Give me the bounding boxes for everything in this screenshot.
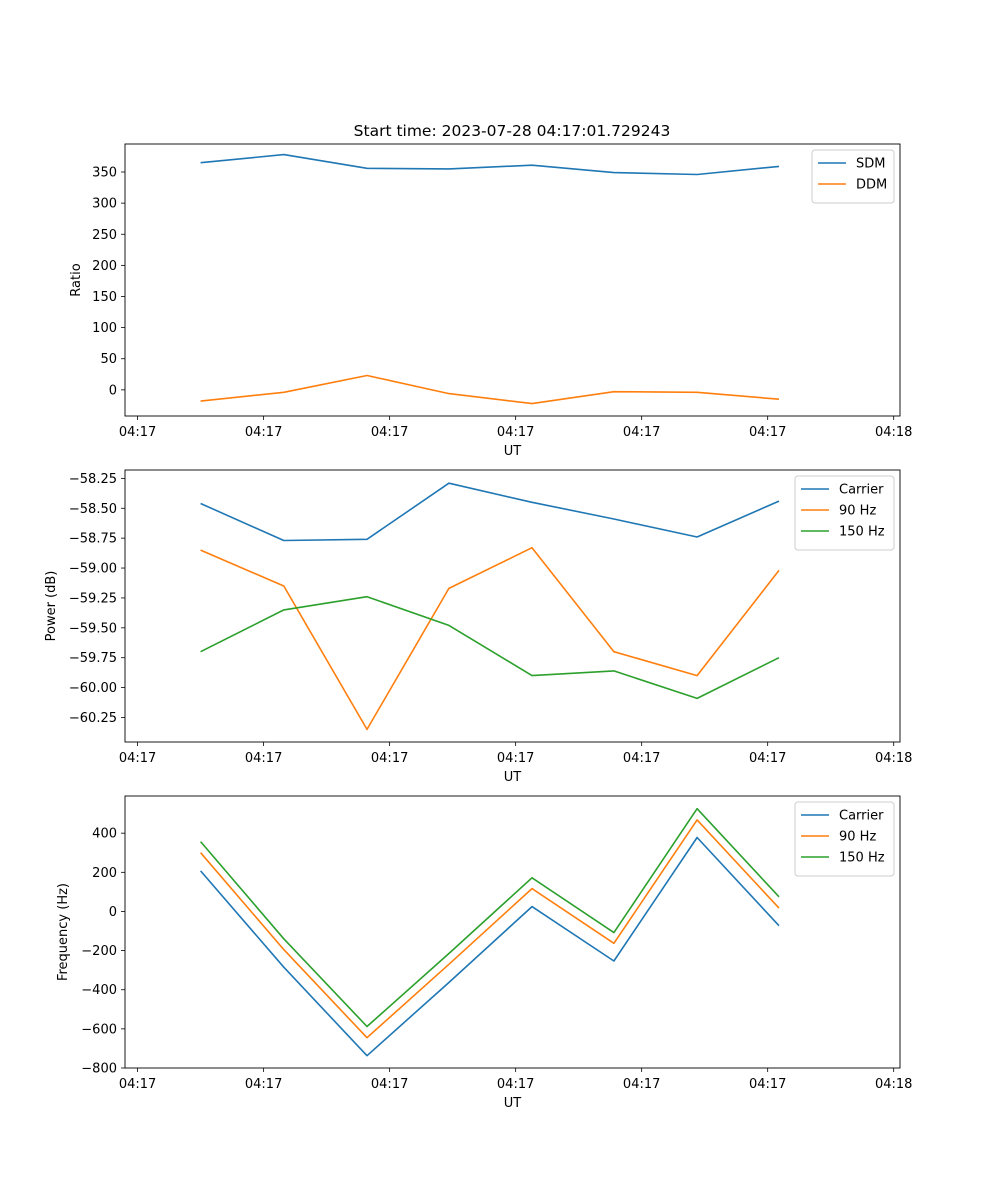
x-axis-label: UT xyxy=(504,444,522,459)
y-tick-label: 350 xyxy=(92,166,117,181)
x-tick-label: 04:17 xyxy=(119,425,156,440)
panel-1: 04:17 04:17 04:17 04:17 04:17 04:17 04:18 0 50 10… xyxy=(69,143,912,459)
y-tick-label: −60.25 xyxy=(69,711,117,726)
x-tick-label: 04:17 xyxy=(749,1077,786,1092)
y-tick-label: 300 xyxy=(92,197,117,212)
x-tick-label: 04:18 xyxy=(875,425,912,440)
y-tick-label: 100 xyxy=(92,321,117,336)
x-tick-label: 04:17 xyxy=(119,1077,156,1092)
y-tick-label: −59.50 xyxy=(69,621,117,636)
y-tick-label: 400 xyxy=(92,827,117,842)
x-axis-label: UT xyxy=(504,770,522,785)
x-axis-label: UT xyxy=(504,1096,522,1111)
legend-entry: 90 Hz xyxy=(839,504,876,519)
y-tick-label: 0 xyxy=(109,383,117,398)
legend-entry: SDM xyxy=(856,157,885,172)
panel-2: 04:17 04:17 04:17 04:17 04:17 04:17 04:18 −60.2… xyxy=(44,469,912,785)
y-tick-label: −58.75 xyxy=(69,532,117,547)
series-line-150-hz xyxy=(200,595,780,700)
series-line-ddm xyxy=(200,374,780,405)
y-tick-label: 150 xyxy=(92,290,117,305)
x-tick-label: 04:17 xyxy=(371,751,408,766)
y-tick-label: −400 xyxy=(81,983,117,998)
y-tick-label: −59.75 xyxy=(69,651,117,666)
y-tick-label: −60.00 xyxy=(69,681,117,696)
x-tick-label: 04:18 xyxy=(875,1077,912,1092)
y-tick-label: −58.50 xyxy=(69,502,117,517)
y-tick-label: −200 xyxy=(81,944,117,959)
x-tick-label: 04:17 xyxy=(497,425,534,440)
y-axis-label: Power (dB) xyxy=(44,571,59,642)
y-axis-label: Frequency (Hz) xyxy=(56,883,71,981)
x-tick-label: 04:17 xyxy=(623,425,660,440)
y-tick-label: −59.00 xyxy=(69,562,117,577)
x-tick-label: 04:17 xyxy=(245,425,282,440)
plot-frame xyxy=(124,795,901,1069)
legend-entry: Carrier xyxy=(839,809,884,824)
x-tick-label: 04:17 xyxy=(749,425,786,440)
legend-entry: 90 Hz xyxy=(839,830,876,845)
legend-entry: 150 Hz xyxy=(839,525,885,540)
legend: SDM DDM xyxy=(811,149,895,204)
series-line-90-hz xyxy=(200,546,780,731)
y-tick-label: −58.25 xyxy=(69,472,117,487)
series-line-carrier xyxy=(199,836,780,1057)
legend: Carrier 90 Hz 150 Hz xyxy=(794,801,895,877)
x-tick-label: 04:17 xyxy=(623,751,660,766)
series-line-carrier xyxy=(200,482,780,542)
x-tick-label: 04:18 xyxy=(875,751,912,766)
panel-3: 04:17 04:17 04:17 04:17 04:17 04:17 04:18 −800 −… xyxy=(56,795,912,1111)
y-tick-label: 50 xyxy=(100,352,117,367)
y-axis-label: Ratio xyxy=(69,263,84,296)
x-tick-label: 04:17 xyxy=(749,751,786,766)
x-tick-label: 04:17 xyxy=(245,751,282,766)
x-tick-label: 04:17 xyxy=(119,751,156,766)
x-tick-label: 04:17 xyxy=(371,425,408,440)
figure-title: Start time: 2023-07-28 04:17:01.729243 xyxy=(354,122,671,140)
series-line-sdm xyxy=(200,153,780,176)
y-tick-label: −600 xyxy=(81,1022,117,1037)
x-tick-label: 04:17 xyxy=(623,1077,660,1092)
y-tick-label: 0 xyxy=(109,905,117,920)
plot-frame xyxy=(124,143,901,417)
series-line-90-hz xyxy=(199,819,780,1039)
legend-entry: Carrier xyxy=(839,483,884,498)
y-tick-label: 200 xyxy=(92,259,117,274)
legend-entry: DDM xyxy=(856,178,887,193)
x-tick-label: 04:17 xyxy=(497,751,534,766)
y-tick-label: 250 xyxy=(92,228,117,243)
y-tick-label: 200 xyxy=(92,866,117,881)
legend: Carrier 90 Hz 150 Hz xyxy=(794,475,895,551)
x-tick-label: 04:17 xyxy=(245,1077,282,1092)
y-tick-label: −59.25 xyxy=(69,591,117,606)
legend-entry: 150 Hz xyxy=(839,851,885,866)
x-tick-label: 04:17 xyxy=(371,1077,408,1092)
series-line-150-hz xyxy=(199,807,780,1028)
x-tick-label: 04:17 xyxy=(497,1077,534,1092)
plot-frame xyxy=(124,469,901,743)
y-tick-label: −800 xyxy=(81,1062,117,1077)
